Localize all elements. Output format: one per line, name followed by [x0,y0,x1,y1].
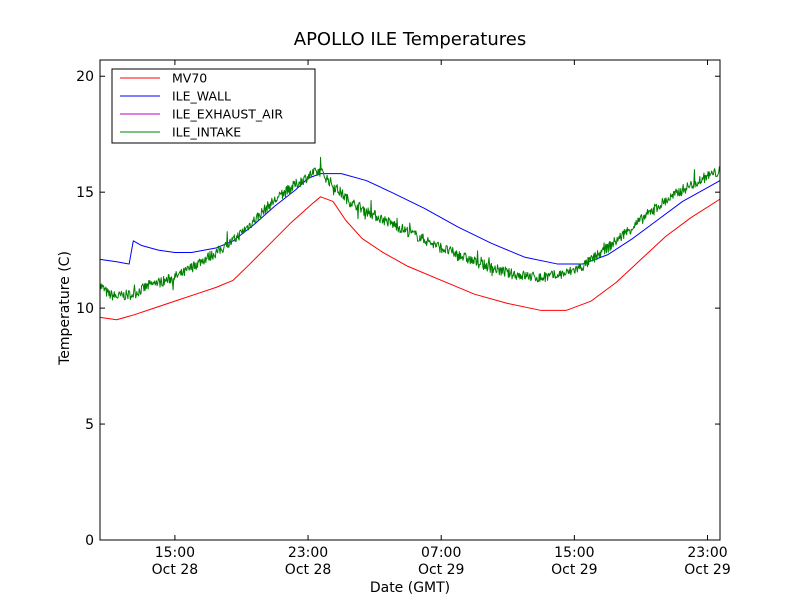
x-tick-label-time: 23:00 [687,545,727,561]
series-layer [99,156,721,321]
x-tick-label-time: 07:00 [421,545,461,561]
chart-title: APOLLO ILE Temperatures [294,29,526,50]
plot-frame [99,59,721,541]
x-tick-label-time: 15:00 [155,545,195,561]
x-tick-label-time: 15:00 [554,545,594,561]
x-tick-label-date: Oct 28 [152,562,198,578]
series-line-ile-intake [99,156,721,301]
y-tick-label: 0 [85,533,94,549]
x-tick-label-time: 23:00 [288,545,328,561]
y-axis-label: Temperature (C) [57,251,73,366]
y-tick-label: 5 [85,417,94,433]
legend-label: ILE_EXHAUST_AIR [172,107,283,122]
legend-box [111,68,316,144]
series-line-ile-wall [99,173,721,265]
legend-label: ILE_WALL [172,89,231,104]
y-tick-label: 15 [76,185,94,201]
legend: MV70 ILE_WALL ILE_EXHAUST_AIR ILE_INTAKE [111,68,316,144]
y-tick-label: 20 [76,69,94,85]
x-tick-label-date: Oct 29 [551,562,597,578]
x-axis-label: Date (GMT) [370,580,450,596]
series-line-mv70 [99,196,721,321]
x-tick-label-date: Oct 29 [684,562,730,578]
x-tick-label-date: Oct 29 [418,562,464,578]
x-tick-label-date: Oct 28 [285,562,331,578]
legend-label: ILE_INTAKE [172,125,241,140]
legend-label: MV70 [172,71,207,86]
y-tick-label: 10 [76,301,94,317]
